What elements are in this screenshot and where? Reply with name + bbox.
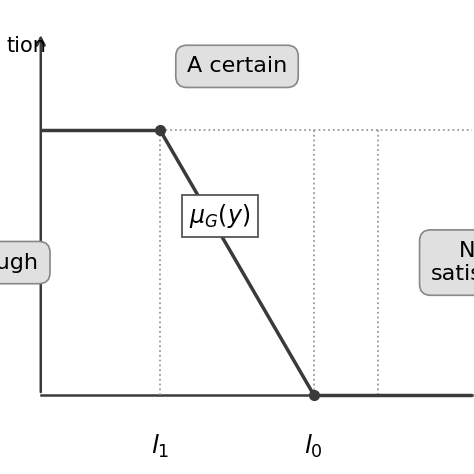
Text: ough: ough: [0, 253, 39, 273]
Text: tion: tion: [7, 36, 46, 56]
Text: A certain: A certain: [187, 56, 287, 76]
Text: N
satisfa: N satisfa: [431, 241, 474, 284]
Text: $l_0$: $l_0$: [304, 433, 323, 460]
Text: $\mu_G(y)$: $\mu_G(y)$: [189, 201, 251, 230]
Text: $l_1$: $l_1$: [151, 433, 169, 460]
